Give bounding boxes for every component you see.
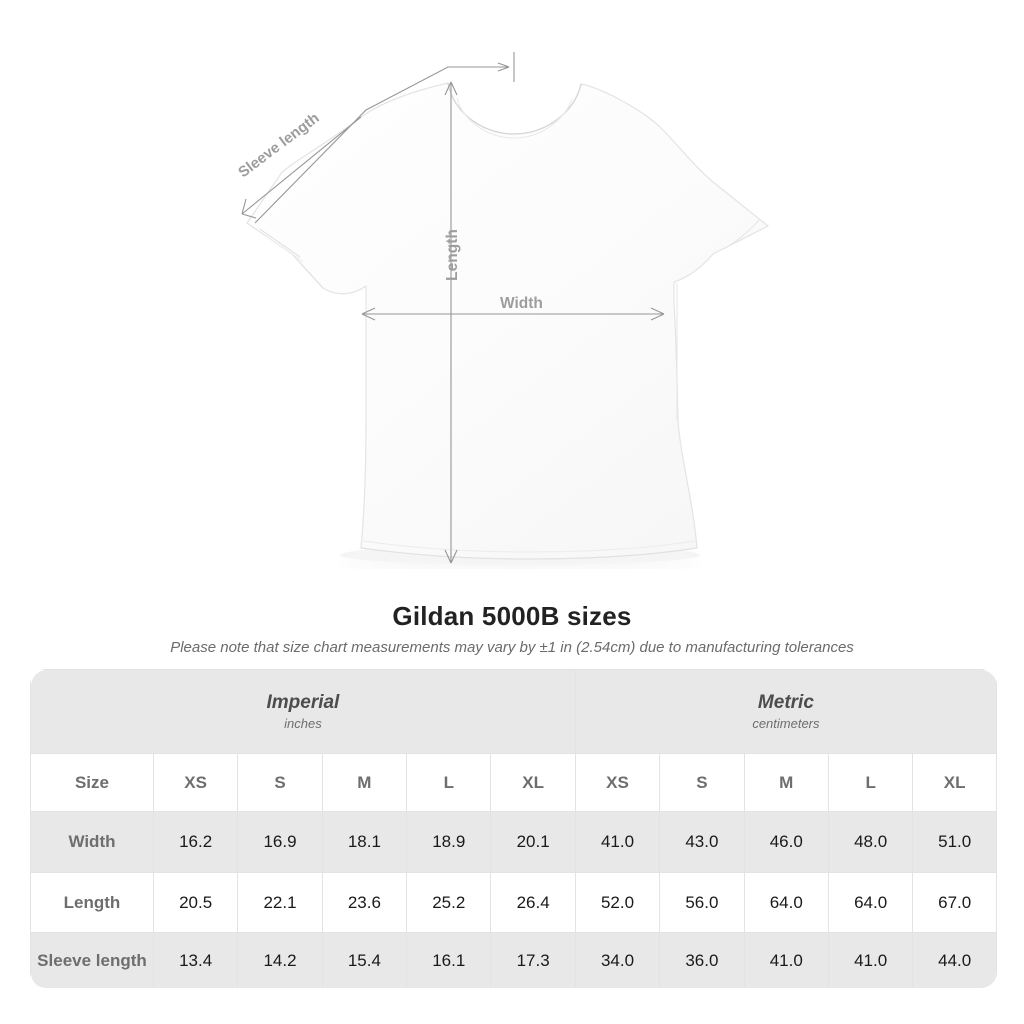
svg-text:Length: Length [444, 229, 461, 281]
svg-text:Width: Width [500, 295, 543, 312]
